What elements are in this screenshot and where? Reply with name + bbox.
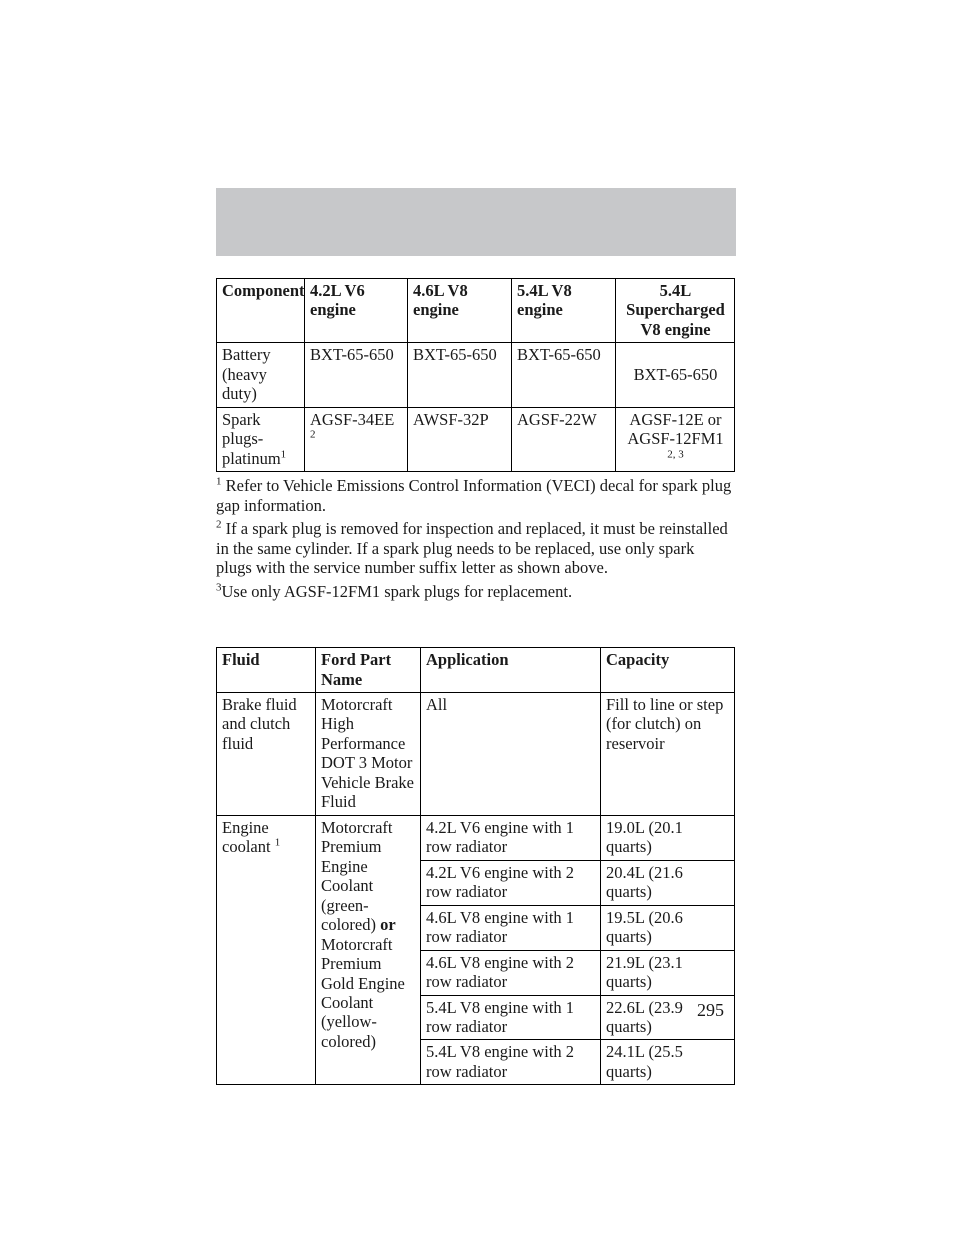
col-header-46l: 4.6L V8 engine xyxy=(408,279,512,343)
col-header-54l: 5.4L V8 engine xyxy=(512,279,616,343)
cell-application: 4.6L V8 engine with 2 row radiator xyxy=(421,950,601,995)
fluid-capacity-table: Fluid Ford Part Name Application Capacit… xyxy=(216,647,735,1085)
col-header-component: Component xyxy=(217,279,305,343)
col-header-partname: Ford Part Name xyxy=(316,648,421,693)
table-row: Brake fluid and clutch fluid Motorcraft … xyxy=(217,692,735,815)
footnote: 2 If a spark plug is removed for inspect… xyxy=(216,519,734,577)
cell-text: AGSF-12FM1 xyxy=(627,429,723,448)
superscript: 1 xyxy=(275,837,281,849)
cell-application: 5.4L V8 engine with 2 row radiator xyxy=(421,1040,601,1085)
cell-application: 5.4L V8 engine with 1 row radiator xyxy=(421,995,601,1040)
cell-application: 4.6L V8 engine with 1 row radiator xyxy=(421,905,601,950)
footnote: 1 Refer to Vehicle Emissions Control Inf… xyxy=(216,476,734,515)
cell-text: Spark plugs- platinum xyxy=(222,410,281,468)
cell-application: All xyxy=(421,692,601,815)
component-spec-table: Component 4.2L V6 engine 4.6L V8 engine … xyxy=(216,278,735,472)
table-row: Spark plugs- platinum1 AGSF-34EE 2 AWSF-… xyxy=(217,407,735,471)
footnote: 3Use only AGSF-12FM1 spark plugs for rep… xyxy=(216,582,734,601)
cell-fluid: Brake fluid and clutch fluid xyxy=(217,692,316,815)
cell-capacity: 20.4L (21.6 quarts) xyxy=(601,860,735,905)
table-row: Engine coolant 1 Motorcraft Premium Engi… xyxy=(217,815,735,860)
cell-partname: Motorcraft High Performance DOT 3 Motor … xyxy=(316,692,421,815)
bold-text: or xyxy=(380,915,396,934)
cell-value: AGSF-34EE 2 xyxy=(305,407,408,471)
col-header-42l: 4.2L V6 engine xyxy=(305,279,408,343)
footnote-text: Refer to Vehicle Emissions Control Infor… xyxy=(216,476,731,514)
cell-text: AGSF-34EE xyxy=(310,410,394,429)
page-number: 295 xyxy=(697,1000,724,1021)
superscript: 1 xyxy=(281,448,287,460)
cell-value: BXT-65-650 xyxy=(512,343,616,407)
footnote-text: If a spark plug is removed for inspectio… xyxy=(216,519,728,577)
cell-capacity: 19.5L (20.6 quarts) xyxy=(601,905,735,950)
cell-partname: Motorcraft Premium Engine Coolant (green… xyxy=(316,815,421,1085)
cell-value: BXT-65-650 xyxy=(616,343,735,407)
col-header-fluid: Fluid xyxy=(217,648,316,693)
cell-application: 4.2L V6 engine with 2 row radiator xyxy=(421,860,601,905)
cell-capacity: 19.0L (20.1 quarts) xyxy=(601,815,735,860)
superscript: 2, 3 xyxy=(667,448,684,460)
cell-component: Spark plugs- platinum1 xyxy=(217,407,305,471)
cell-value: BXT-65-650 xyxy=(408,343,512,407)
cell-text: AGSF-12E or xyxy=(629,410,721,429)
table-header-row: Component 4.2L V6 engine 4.6L V8 engine … xyxy=(217,279,735,343)
footnote-text: Use only AGSF-12FM1 spark plugs for repl… xyxy=(222,582,573,601)
cell-capacity: Fill to line or step (for clutch) on res… xyxy=(601,692,735,815)
spacer xyxy=(216,605,737,647)
cell-value: BXT-65-650 xyxy=(305,343,408,407)
col-header-application: Application xyxy=(421,648,601,693)
cell-value: AWSF-32P xyxy=(408,407,512,471)
document-page: Component 4.2L V6 engine 4.6L V8 engine … xyxy=(0,0,954,1235)
cell-capacity: 24.1L (25.5 quarts) xyxy=(601,1040,735,1085)
cell-value: AGSF-22W xyxy=(512,407,616,471)
cell-text: Motorcraft Premium Gold Engine Coolant (… xyxy=(321,935,405,1051)
cell-fluid: Engine coolant 1 xyxy=(217,815,316,1085)
col-header-54l-sc: 5.4L Supercharged V8 engine xyxy=(616,279,735,343)
table-row: Battery (heavy duty) BXT-65-650 BXT-65-6… xyxy=(217,343,735,407)
col-header-capacity: Capacity xyxy=(601,648,735,693)
cell-application: 4.2L V6 engine with 1 row radiator xyxy=(421,815,601,860)
cell-capacity: 21.9L (23.1 quarts) xyxy=(601,950,735,995)
cell-value: AGSF-12E or AGSF-12FM1 2, 3 xyxy=(616,407,735,471)
table-header-row: Fluid Ford Part Name Application Capacit… xyxy=(217,648,735,693)
cell-text: Engine coolant xyxy=(222,818,275,856)
header-banner xyxy=(216,188,736,256)
cell-component: Battery (heavy duty) xyxy=(217,343,305,407)
superscript: 2 xyxy=(310,429,316,441)
